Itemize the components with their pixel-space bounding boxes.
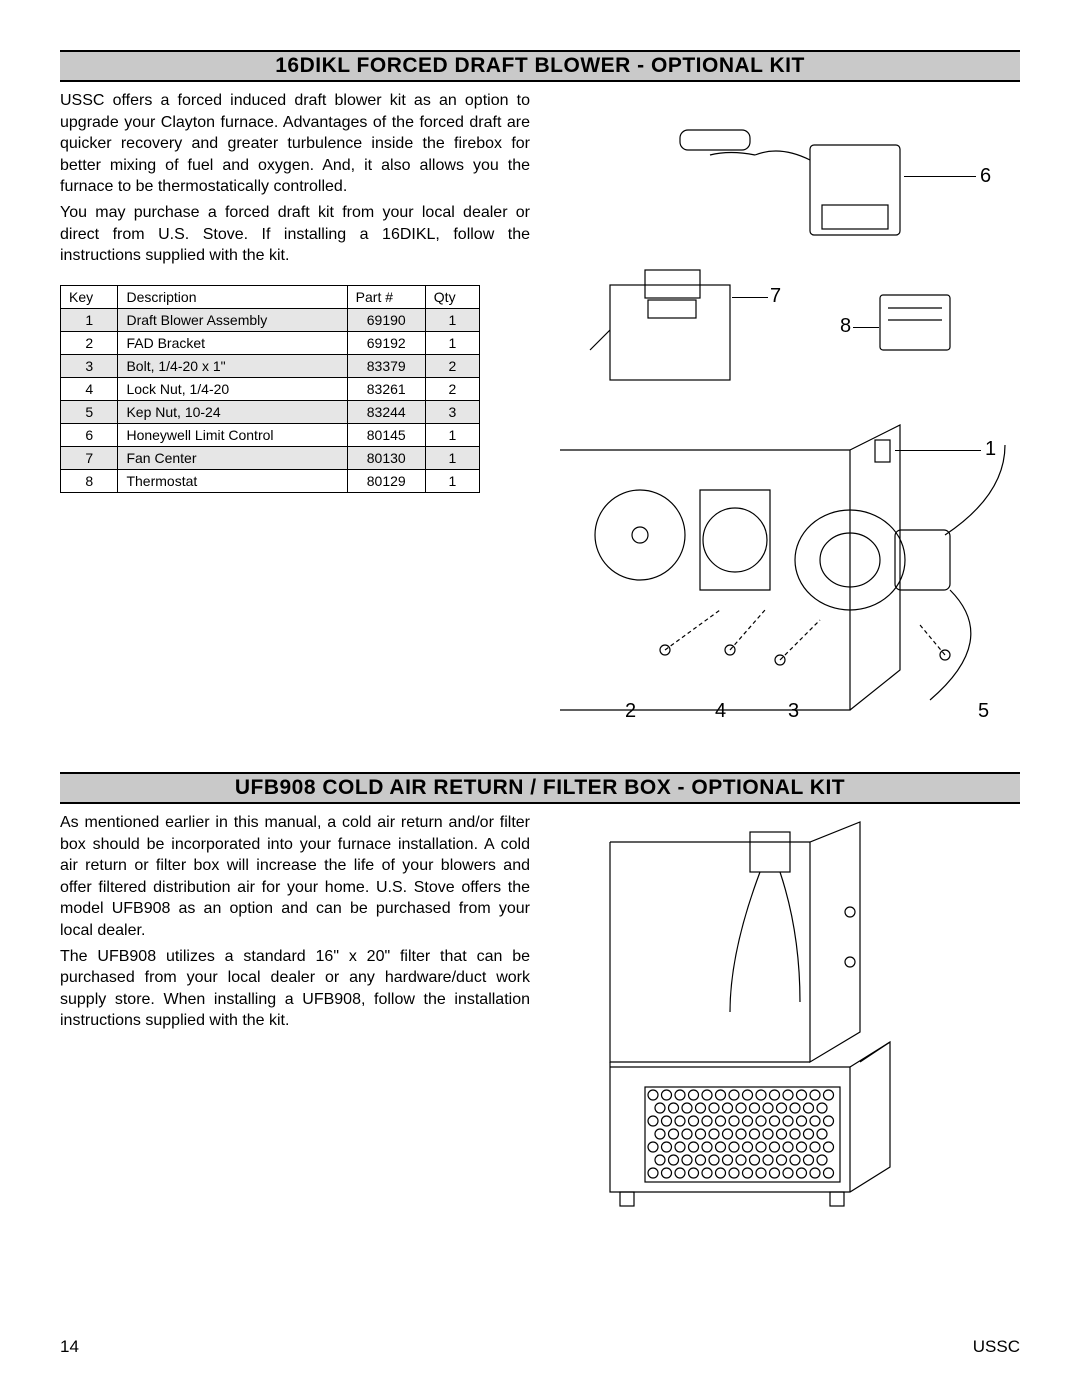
callout-4: 4: [715, 700, 726, 723]
cell-qty: 1: [425, 331, 479, 354]
callout-6: 6: [980, 165, 991, 188]
cell-key: 5: [61, 400, 118, 423]
section2-para2: The UFB908 utilizes a standard 16" x 20"…: [60, 946, 530, 1032]
cell-part: 83244: [347, 400, 425, 423]
cell-qty: 1: [425, 423, 479, 446]
cell-desc: Thermostat: [118, 469, 347, 492]
table-row: 7Fan Center801301: [61, 446, 480, 469]
callout-1: 1: [985, 438, 996, 461]
cell-part: 83261: [347, 377, 425, 400]
callout-7-line: [732, 297, 768, 298]
cell-key: 1: [61, 308, 118, 331]
table-row: 6Honeywell Limit Control801451: [61, 423, 480, 446]
table-row: 3Bolt, 1/4-20 x 1"833792: [61, 354, 480, 377]
cell-qty: 1: [425, 469, 479, 492]
callout-7: 7: [770, 285, 781, 308]
callout-2: 2: [625, 700, 636, 723]
section1-left-col: USSC offers a forced induced draft blowe…: [60, 90, 530, 730]
cell-qty: 1: [425, 446, 479, 469]
section2-right-col: [550, 812, 1020, 1237]
page-footer: 14 USSC: [60, 1337, 1020, 1357]
cell-part: 80129: [347, 469, 425, 492]
page-number: 14: [60, 1337, 79, 1357]
cell-part: 80145: [347, 423, 425, 446]
cell-key: 4: [61, 377, 118, 400]
callout-3: 3: [788, 700, 799, 723]
cell-qty: 2: [425, 354, 479, 377]
section1-para1: USSC offers a forced induced draft blowe…: [60, 90, 530, 198]
cell-part: 80130: [347, 446, 425, 469]
cell-key: 3: [61, 354, 118, 377]
section1-right-col: 6 7 8 1 2 4 3 5: [550, 90, 1020, 730]
cell-key: 2: [61, 331, 118, 354]
callout-1-line: [895, 450, 981, 451]
cell-part: 69190: [347, 308, 425, 331]
callout-6-line: [904, 176, 976, 177]
callout-5: 5: [978, 700, 989, 723]
table-row: 4Lock Nut, 1/4-20832612: [61, 377, 480, 400]
section1-columns: USSC offers a forced induced draft blowe…: [60, 90, 1020, 730]
table-row: 1Draft Blower Assembly691901: [61, 308, 480, 331]
diagram-svg: [550, 90, 1020, 730]
cell-qty: 3: [425, 400, 479, 423]
cell-key: 7: [61, 446, 118, 469]
col-part: Part #: [347, 285, 425, 308]
cell-desc: Fan Center: [118, 446, 347, 469]
section1-para2: You may purchase a forced draft kit from…: [60, 202, 530, 267]
exploded-diagram: 6 7 8 1 2 4 3 5: [550, 90, 1020, 730]
callout-8: 8: [840, 315, 851, 338]
table-row: 8Thermostat801291: [61, 469, 480, 492]
cell-key: 8: [61, 469, 118, 492]
cell-part: 69192: [347, 331, 425, 354]
col-desc: Description: [118, 285, 347, 308]
callout-8-line: [853, 327, 879, 328]
parts-table: Key Description Part # Qty 1Draft Blower…: [60, 285, 480, 493]
section2-body: As mentioned earlier in this manual, a c…: [60, 812, 530, 1032]
cell-desc: Lock Nut, 1/4-20: [118, 377, 347, 400]
table-row: 5Kep Nut, 10-24832443: [61, 400, 480, 423]
cell-desc: FAD Bracket: [118, 331, 347, 354]
section2: UFB908 COLD AIR RETURN / FILTER BOX - OP…: [60, 772, 1020, 1237]
cell-qty: 1: [425, 308, 479, 331]
section1-body: USSC offers a forced induced draft blowe…: [60, 90, 530, 267]
col-qty: Qty: [425, 285, 479, 308]
section2-header: UFB908 COLD AIR RETURN / FILTER BOX - OP…: [60, 772, 1020, 804]
col-key: Key: [61, 285, 118, 308]
section2-left-col: As mentioned earlier in this manual, a c…: [60, 812, 530, 1237]
cell-desc: Bolt, 1/4-20 x 1": [118, 354, 347, 377]
cell-key: 6: [61, 423, 118, 446]
cell-part: 83379: [347, 354, 425, 377]
cell-desc: Draft Blower Assembly: [118, 308, 347, 331]
cell-qty: 2: [425, 377, 479, 400]
section2-para1: As mentioned earlier in this manual, a c…: [60, 812, 530, 942]
footer-brand: USSC: [973, 1337, 1020, 1357]
ufb-diagram: [550, 812, 950, 1232]
cell-desc: Honeywell Limit Control: [118, 423, 347, 446]
cell-desc: Kep Nut, 10-24: [118, 400, 347, 423]
section2-columns: As mentioned earlier in this manual, a c…: [60, 812, 1020, 1237]
table-header-row: Key Description Part # Qty: [61, 285, 480, 308]
section1-header: 16DIKL FORCED DRAFT BLOWER - OPTIONAL KI…: [60, 50, 1020, 82]
table-row: 2FAD Bracket691921: [61, 331, 480, 354]
